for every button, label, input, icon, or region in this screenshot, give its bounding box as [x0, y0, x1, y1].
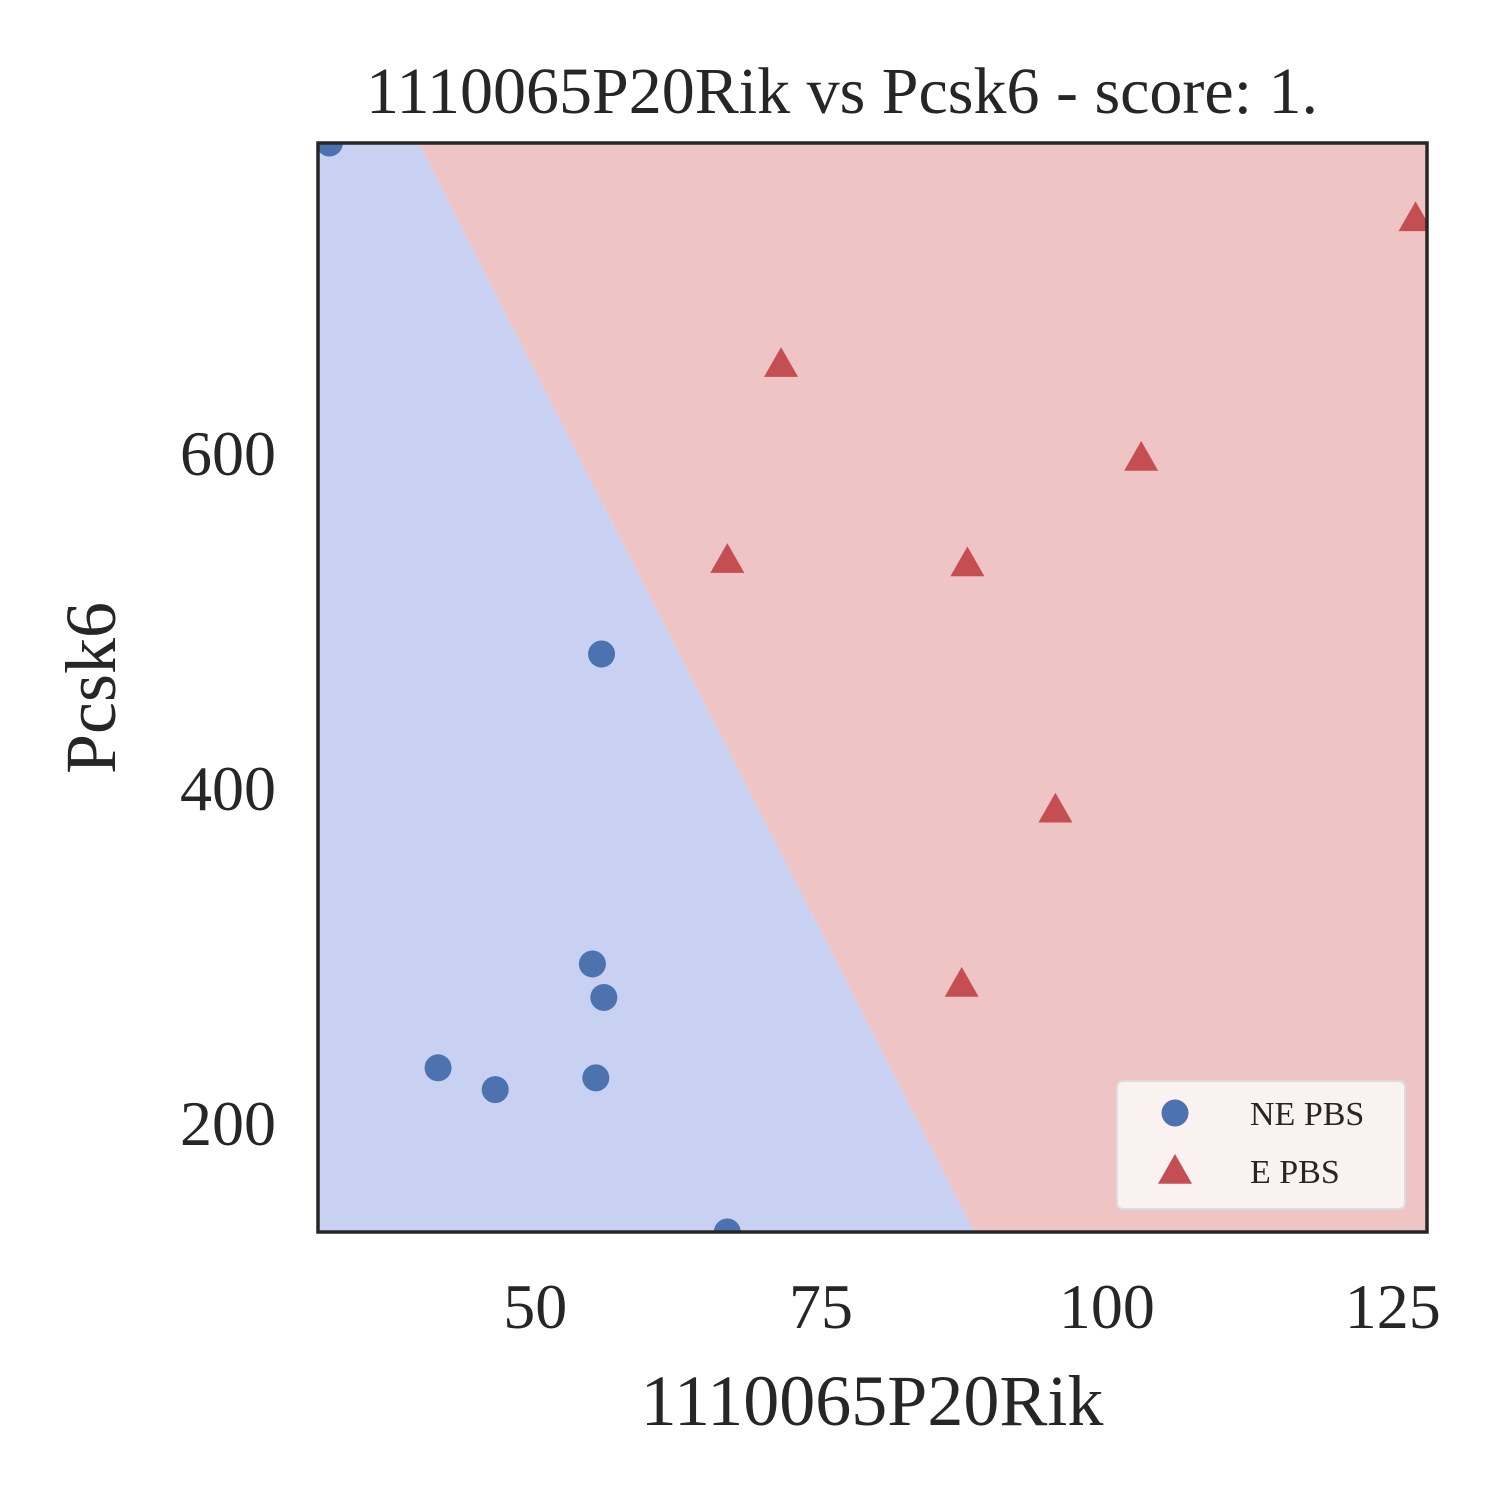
point-ne-pbs: [588, 640, 616, 668]
point-ne-pbs: [578, 950, 606, 978]
data-points: [318, 143, 1427, 1232]
legend-marker-triangle: [1158, 1154, 1192, 1184]
plot-frame: [316, 141, 1429, 1234]
y-axis-ticks: 200 400 600: [180, 418, 276, 1159]
y-tick-label: 400: [180, 753, 276, 824]
x-tick-label: 50: [503, 1271, 567, 1342]
point-ne-pbs: [481, 1076, 509, 1104]
point-e-pbs: [1124, 440, 1159, 471]
y-tick-label: 200: [180, 1088, 276, 1159]
chart-title: 1110065P20Rik vs Pcsk6 - score: 1.: [366, 55, 1318, 128]
region-ne-pbs: [318, 143, 975, 1232]
decision-regions: [318, 143, 1427, 1232]
x-tick-label: 75: [789, 1271, 853, 1342]
point-ne-pbs: [582, 1064, 610, 1092]
region-e-pbs: [418, 143, 1427, 1232]
point-ne-pbs: [713, 1218, 741, 1232]
legend-label: NE PBS: [1250, 1096, 1364, 1133]
x-tick-label: 100: [1059, 1271, 1155, 1342]
point-e-pbs: [944, 967, 979, 997]
x-axis-label: 1110065P20Rik: [641, 1361, 1104, 1441]
point-e-pbs: [764, 347, 799, 377]
y-tick-label: 600: [180, 418, 276, 489]
point-e-pbs: [710, 543, 745, 573]
x-tick-label: 125: [1345, 1271, 1441, 1342]
legend-marker-circle: [1161, 1099, 1189, 1127]
y-axis-label: Pcsk6: [51, 602, 131, 774]
point-e-pbs: [1398, 201, 1427, 232]
point-e-pbs: [950, 546, 985, 577]
point-ne-pbs: [318, 143, 343, 157]
legend: NE PBS E PBS: [1116, 1080, 1406, 1210]
point-ne-pbs: [424, 1054, 452, 1082]
x-axis-ticks: 50 75 100 125: [503, 1271, 1440, 1342]
point-e-pbs: [1038, 792, 1073, 823]
legend-box: [1116, 1080, 1406, 1210]
legend-label: E PBS: [1250, 1154, 1340, 1191]
point-ne-pbs: [590, 983, 618, 1011]
